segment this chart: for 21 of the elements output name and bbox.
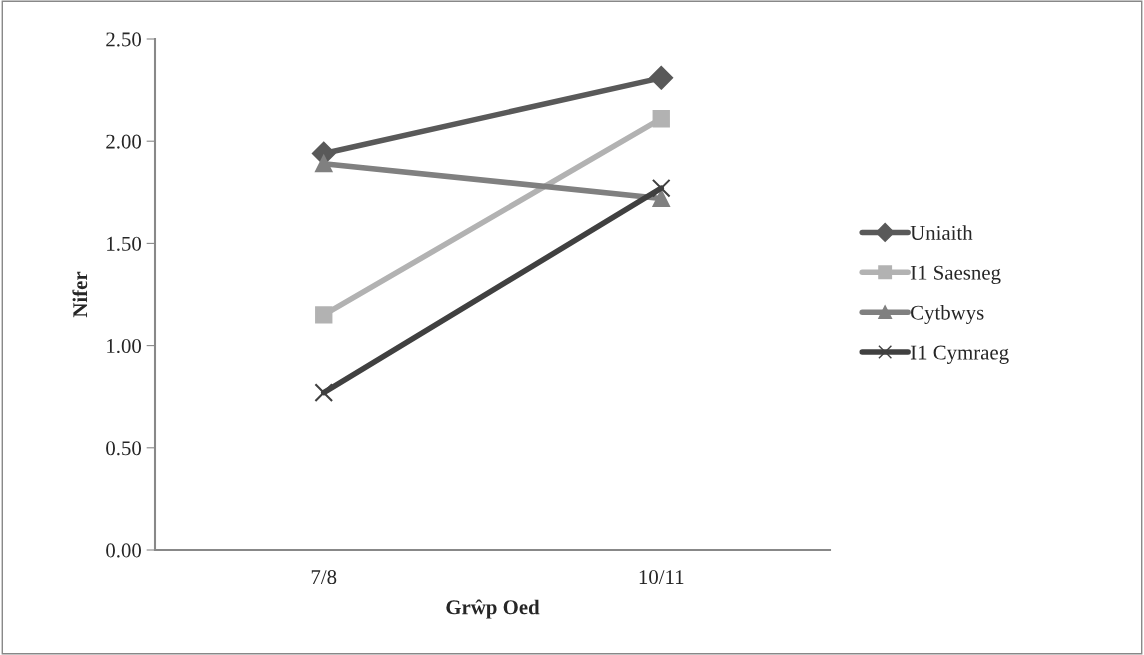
legend-label: Cytbwys [911, 305, 984, 324]
point [652, 189, 670, 208]
y-tick-label: 0.50 [106, 441, 142, 456]
x-axis-title: Grŵp Oed [446, 599, 540, 619]
point [315, 306, 333, 324]
y-tick-label: 2.50 [106, 32, 142, 47]
legend-label: Uniaith [910, 225, 973, 240]
point [314, 383, 334, 402]
y-tick-label: 1.50 [107, 236, 142, 251]
point [652, 110, 670, 128]
y-axis-title: Nifer [72, 271, 88, 318]
y-tick-label: 0.00 [106, 543, 142, 558]
legend-label: I1 Saesneg [910, 265, 1001, 285]
y-tick-label: 2.00 [106, 134, 142, 149]
x-tick-label: 7/8 [311, 570, 337, 585]
point [651, 178, 671, 198]
x-tick-label: 10/11 [639, 570, 684, 585]
legend-label: I1 Cymraeg [910, 345, 1009, 364]
point [649, 65, 674, 90]
y-tick-label: 1.00 [107, 338, 142, 354]
point [315, 155, 333, 173]
